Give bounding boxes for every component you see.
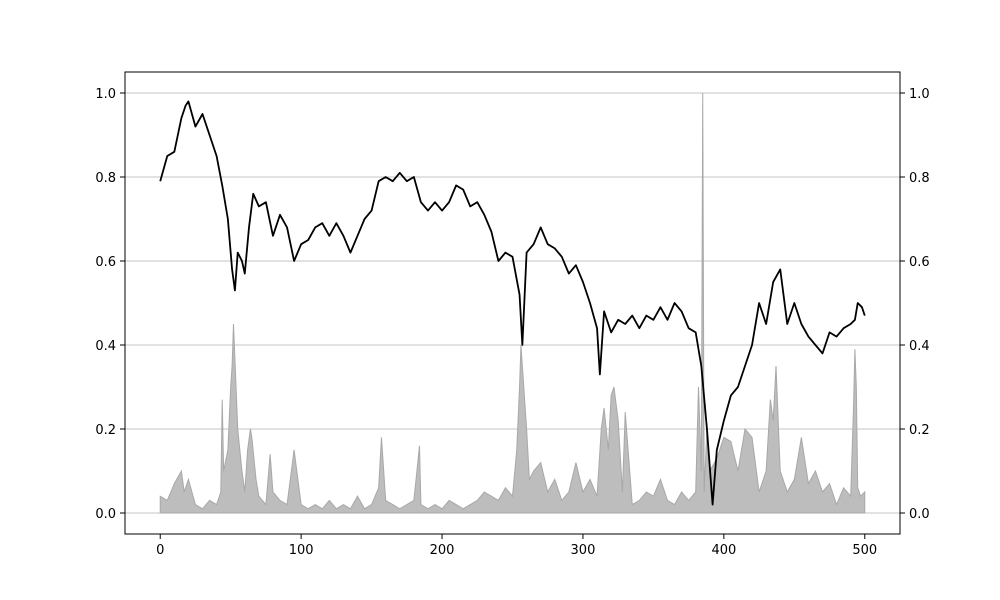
y-left-tick-label: 0.0 xyxy=(95,507,116,522)
x-tick-label: 400 xyxy=(711,543,736,558)
x-tick-label: 500 xyxy=(852,543,877,558)
x-tick-label: 100 xyxy=(289,543,314,558)
line-path xyxy=(159,100,866,506)
y-right-tick-label: 1.0 xyxy=(909,87,930,102)
y-left-tick-label: 0.6 xyxy=(95,255,116,270)
x-tick-label: 300 xyxy=(571,543,596,558)
area-series xyxy=(159,92,866,514)
y-left-tick-label: 0.4 xyxy=(95,339,116,354)
plot-frame xyxy=(124,71,901,535)
y-axis-left-ticks: 0.0 0.2 0.4 0.6 0.8 1.0 xyxy=(95,87,125,522)
y-left-tick-label: 0.8 xyxy=(95,171,116,186)
y-left-tick-label: 0.2 xyxy=(95,423,116,438)
x-axis-ticks: 0 100 200 300 400 500 xyxy=(156,534,877,558)
line-series xyxy=(159,100,866,506)
y-right-tick-label: 0.2 xyxy=(909,423,930,438)
x-tick-label: 0 xyxy=(156,543,164,558)
y-right-tick-label: 0.6 xyxy=(909,255,930,270)
y-right-tick-label: 0.4 xyxy=(909,339,930,354)
y-right-tick-label: 0.0 xyxy=(909,507,930,522)
x-tick-label: 200 xyxy=(430,543,455,558)
area-fill xyxy=(159,92,866,514)
y-axis-right-ticks: 0.0 0.2 0.4 0.6 0.8 1.0 xyxy=(900,87,930,522)
y-left-tick-label: 1.0 xyxy=(95,87,116,102)
y-right-tick-label: 0.8 xyxy=(909,171,930,186)
